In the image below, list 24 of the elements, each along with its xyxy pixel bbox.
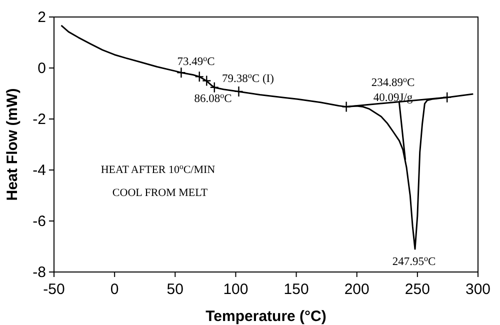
y-tick-label: -8: [32, 264, 46, 281]
annotation: 79.38$^{o}$C (I): [222, 70, 274, 85]
annotation: 73.49$^{o}$C: [177, 54, 216, 68]
x-tick-label: 250: [404, 281, 430, 298]
y-tick-label: -2: [32, 111, 46, 128]
x-tick-label: 100: [223, 281, 248, 298]
y-axis-title: Heat Flow (mW): [4, 88, 21, 201]
y-tick-label: 0: [38, 60, 46, 77]
x-tick-label: 0: [110, 281, 119, 298]
annotation: 86.08$^{o}$C: [194, 90, 232, 105]
y-tick-label: -4: [32, 162, 46, 179]
y-tick-label: 2: [38, 9, 46, 26]
annotation: HEAT AFTER 10$^{o}$C/MIN: [100, 162, 216, 176]
annotation: 234.89$^{o}$C: [371, 74, 415, 89]
annotation: COOL FROM MELT: [112, 187, 208, 199]
x-tick-label: -50: [43, 281, 65, 298]
x-axis-title: Temperature (°C): [206, 308, 326, 325]
x-tick-label: 300: [465, 281, 491, 298]
y-tick-label: -6: [32, 213, 46, 230]
x-tick-label: 50: [166, 281, 184, 298]
x-tick-label: 200: [344, 281, 370, 298]
annotation: 247.95$^{o}$C: [392, 254, 436, 268]
x-tick-label: 150: [284, 281, 309, 298]
annotation: 40.09J/g: [373, 92, 413, 104]
